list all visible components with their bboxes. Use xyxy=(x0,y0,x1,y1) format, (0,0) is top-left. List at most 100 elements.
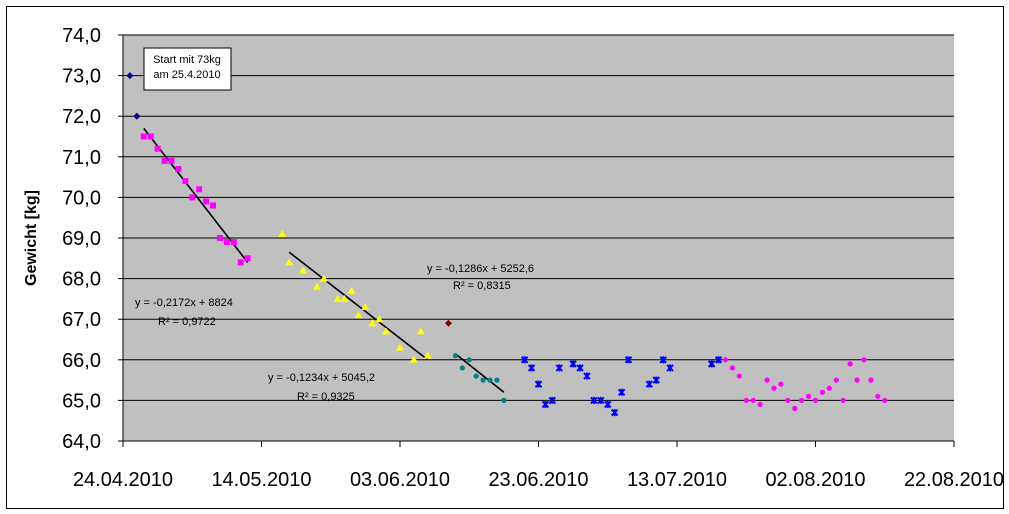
data-point xyxy=(459,365,465,371)
data-point xyxy=(541,400,550,409)
data-point xyxy=(203,198,210,205)
data-point xyxy=(785,397,791,403)
data-point xyxy=(154,145,161,152)
data-point xyxy=(216,235,223,241)
y-tick-label: 65,0 xyxy=(62,390,101,412)
y-tick-label: 64,0 xyxy=(62,431,101,453)
data-point xyxy=(736,373,742,379)
data-point xyxy=(792,405,798,412)
data-point xyxy=(175,165,182,172)
data-point xyxy=(750,397,756,403)
data-point xyxy=(168,157,175,164)
trendlines xyxy=(143,127,505,393)
x-tick-label: 23.06.2010 xyxy=(488,469,588,491)
data-point xyxy=(237,259,244,266)
trendline xyxy=(288,251,429,361)
data-point xyxy=(771,385,777,391)
data-point xyxy=(652,376,660,384)
data-point xyxy=(729,365,736,371)
data-point xyxy=(423,351,432,359)
data-points xyxy=(126,72,888,417)
x-tick-label: 14.05.2010 xyxy=(211,469,311,491)
data-point xyxy=(126,72,134,80)
data-point xyxy=(764,377,770,383)
fit3-r2: R² = 0,8315 xyxy=(453,280,511,292)
data-point xyxy=(805,393,812,399)
data-point xyxy=(819,389,826,395)
axes xyxy=(122,35,955,447)
data-point xyxy=(617,388,626,396)
data-point xyxy=(854,377,860,383)
data-point xyxy=(354,311,363,319)
data-point xyxy=(722,357,729,363)
fit2-r2: R² = 0,9325 xyxy=(297,391,355,403)
data-point xyxy=(583,372,591,380)
data-point xyxy=(161,157,168,164)
data-point xyxy=(861,357,867,363)
fit1-r2: R² = 0,9722 xyxy=(158,316,216,328)
data-point xyxy=(444,319,452,327)
data-point xyxy=(597,396,605,405)
data-point xyxy=(312,282,321,290)
data-point xyxy=(555,364,563,372)
data-point xyxy=(520,356,529,364)
data-point xyxy=(466,357,472,363)
data-point xyxy=(812,397,819,403)
y-tick-label: 66,0 xyxy=(62,350,101,372)
data-point xyxy=(833,377,839,383)
trendline xyxy=(454,353,505,393)
y-tick-label: 70,0 xyxy=(62,187,101,209)
data-point xyxy=(244,255,251,262)
data-point xyxy=(140,133,147,140)
data-point xyxy=(659,356,667,364)
data-point xyxy=(527,364,536,372)
start-annotation-box xyxy=(143,47,232,91)
fit2-equation: y = -0,1234x + 5045,2 xyxy=(268,372,375,384)
data-point xyxy=(189,194,196,201)
data-point xyxy=(299,266,308,274)
data-point xyxy=(452,353,458,359)
data-point xyxy=(882,397,888,403)
fit3-equation: y = -0,1286x + 5252,6 xyxy=(427,263,534,275)
data-point xyxy=(133,112,141,120)
data-point xyxy=(624,356,633,364)
data-point xyxy=(375,315,384,323)
data-point xyxy=(757,401,763,408)
data-point xyxy=(361,303,370,311)
y-tick-label: 69,0 xyxy=(62,228,101,250)
data-point xyxy=(230,239,237,246)
data-point xyxy=(210,202,217,209)
data-point xyxy=(778,381,784,387)
data-point xyxy=(347,286,356,294)
y-tick-label: 73,0 xyxy=(62,66,101,88)
x-tick-label: 22.08.2010 xyxy=(904,469,1004,491)
trendline xyxy=(143,127,249,263)
data-point xyxy=(799,397,805,403)
data-point xyxy=(847,361,853,367)
data-point xyxy=(875,393,881,399)
y-tick-label: 72,0 xyxy=(62,106,101,128)
start-annotation: Start mit 73kg am 25.4.2010 xyxy=(143,47,232,91)
data-point xyxy=(487,377,493,383)
data-point xyxy=(382,327,391,335)
x-tick-label: 13.07.2010 xyxy=(627,469,727,491)
data-point xyxy=(645,380,654,388)
data-point xyxy=(743,397,749,403)
data-point xyxy=(534,380,543,388)
data-point xyxy=(340,294,349,302)
data-point xyxy=(569,360,577,368)
y-tick-label: 68,0 xyxy=(62,269,101,291)
data-point xyxy=(396,343,404,351)
data-point xyxy=(416,327,425,335)
data-point xyxy=(319,274,328,282)
data-point xyxy=(333,294,342,302)
data-point xyxy=(604,400,612,409)
x-tick-labels: 24.04.2010 14.05.2010 03.06.2010 23.06.2010… xyxy=(73,469,1004,491)
gridlines xyxy=(118,34,954,442)
data-point xyxy=(278,229,287,237)
data-point xyxy=(473,373,479,379)
y-tick-label: 71,0 xyxy=(62,147,101,169)
data-point xyxy=(494,377,500,383)
y-tick-label: 74,0 xyxy=(62,25,101,47)
